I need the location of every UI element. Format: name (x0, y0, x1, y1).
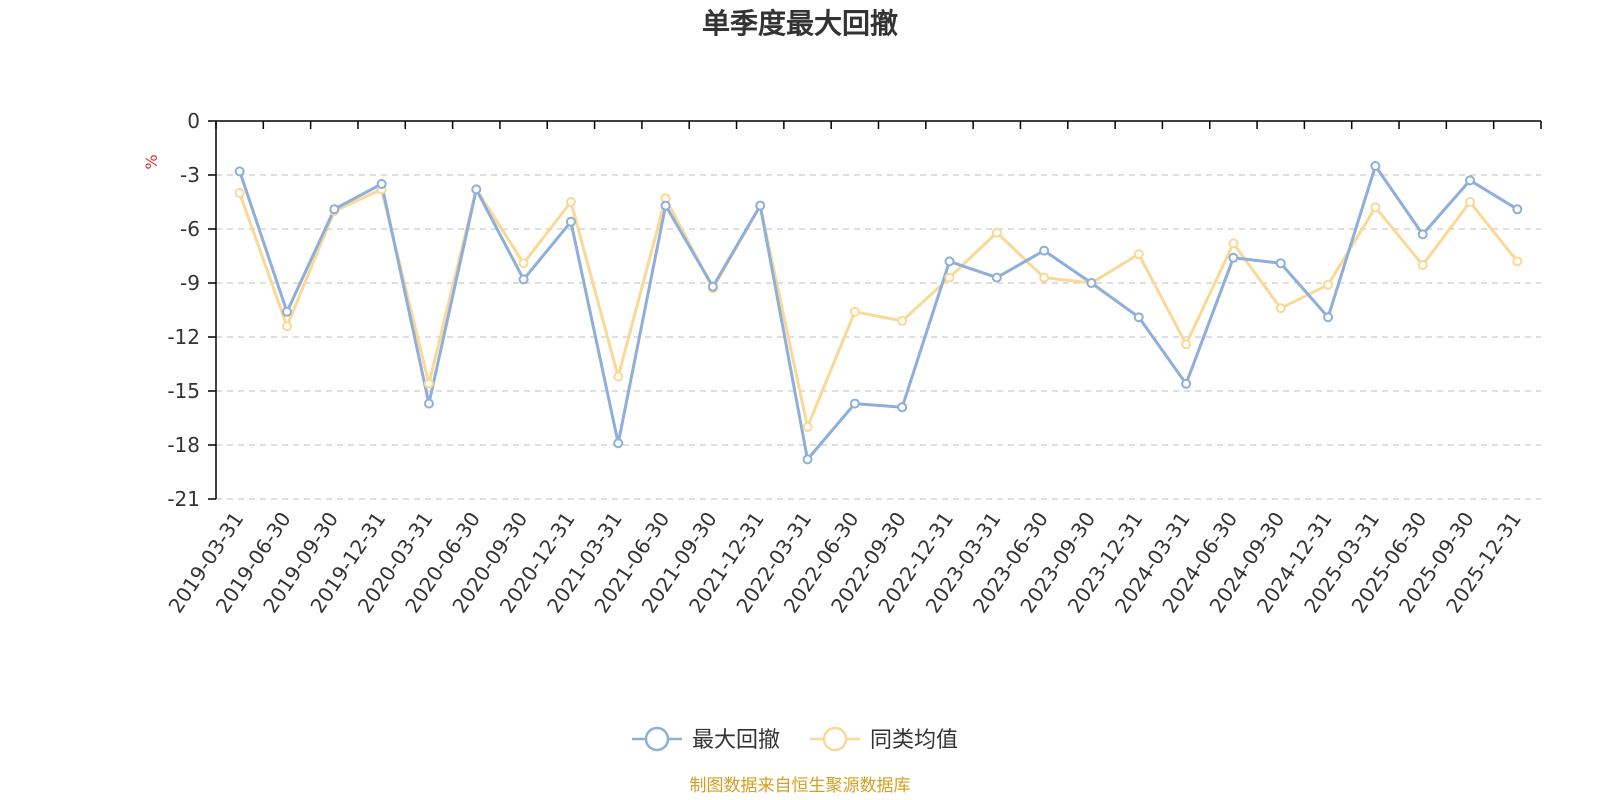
legend-label: 同类均值 (870, 728, 958, 753)
x-tick-labels: 2019-03-312019-06-302019-09-302019-12-31… (163, 507, 1526, 617)
data-point (1133, 249, 1144, 260)
data-point (1086, 278, 1097, 288)
y-tick-label: -15 (167, 379, 200, 403)
data-point (1512, 256, 1523, 267)
data-point (1039, 272, 1050, 283)
data-point (1465, 175, 1476, 186)
grid-lines (216, 174, 1541, 500)
data-point (849, 306, 860, 317)
y-unit-label: % (142, 154, 161, 169)
data-point (849, 398, 860, 409)
y-tick-label: -21 (167, 487, 200, 511)
data-point (1181, 339, 1192, 350)
data-point (281, 321, 292, 332)
data-point (897, 402, 908, 413)
data-point (707, 281, 718, 292)
data-point (991, 272, 1002, 283)
data-point (1323, 279, 1334, 290)
data-point (944, 256, 955, 267)
y-tick-label: -18 (167, 433, 200, 457)
data-point (423, 398, 434, 409)
data-point (376, 179, 387, 189)
data-point (565, 197, 576, 207)
data-point (1275, 303, 1286, 314)
data-point (802, 454, 813, 465)
data-point (423, 378, 434, 389)
legend-label: 最大回撤 (692, 728, 780, 753)
chart-title: 单季度最大回撤 (702, 7, 898, 40)
data-point (1133, 312, 1144, 323)
y-tick-label: 0 (187, 109, 200, 133)
data-point (660, 200, 671, 211)
legend-marker (822, 726, 848, 752)
y-tick-label: -3 (180, 163, 200, 187)
data-point (281, 306, 292, 317)
data-point (1512, 204, 1523, 215)
data-point (234, 166, 245, 177)
data-point (991, 227, 1002, 238)
data-point (1370, 202, 1381, 213)
axes (208, 120, 1542, 500)
data-point (518, 274, 529, 285)
data-point (1370, 161, 1381, 171)
source-note: 制图数据来自恒生聚源数据库 (690, 776, 911, 796)
legend: 最大回撤 同类均值 (632, 726, 958, 753)
legend-marker (644, 726, 670, 752)
data-point (1039, 245, 1050, 256)
y-tick-label: -9 (180, 271, 200, 295)
data-point (471, 184, 482, 195)
data-point (755, 200, 766, 211)
data-point (613, 438, 624, 449)
data-point (613, 371, 624, 382)
data-point (1275, 258, 1286, 269)
series-lines (234, 161, 1523, 465)
y-tick-label: -12 (167, 325, 200, 349)
data-point (329, 204, 340, 215)
data-point (1228, 252, 1239, 263)
y-tick-label: -6 (180, 217, 200, 241)
data-point (1323, 312, 1334, 323)
data-point (565, 216, 576, 227)
data-point (944, 272, 955, 283)
data-point (1465, 197, 1476, 207)
series-line (238, 187, 1519, 429)
data-point (897, 315, 908, 326)
data-point (802, 422, 813, 432)
y-tick-labels: 0 -3 -6 -9 -12 -15 -18 -21 (167, 109, 200, 511)
data-point (1417, 260, 1428, 270)
series-line (238, 164, 1519, 461)
data-point (234, 188, 245, 198)
data-point (1417, 229, 1428, 240)
data-point (518, 258, 529, 269)
data-point (1228, 238, 1239, 249)
data-point (1181, 378, 1192, 389)
